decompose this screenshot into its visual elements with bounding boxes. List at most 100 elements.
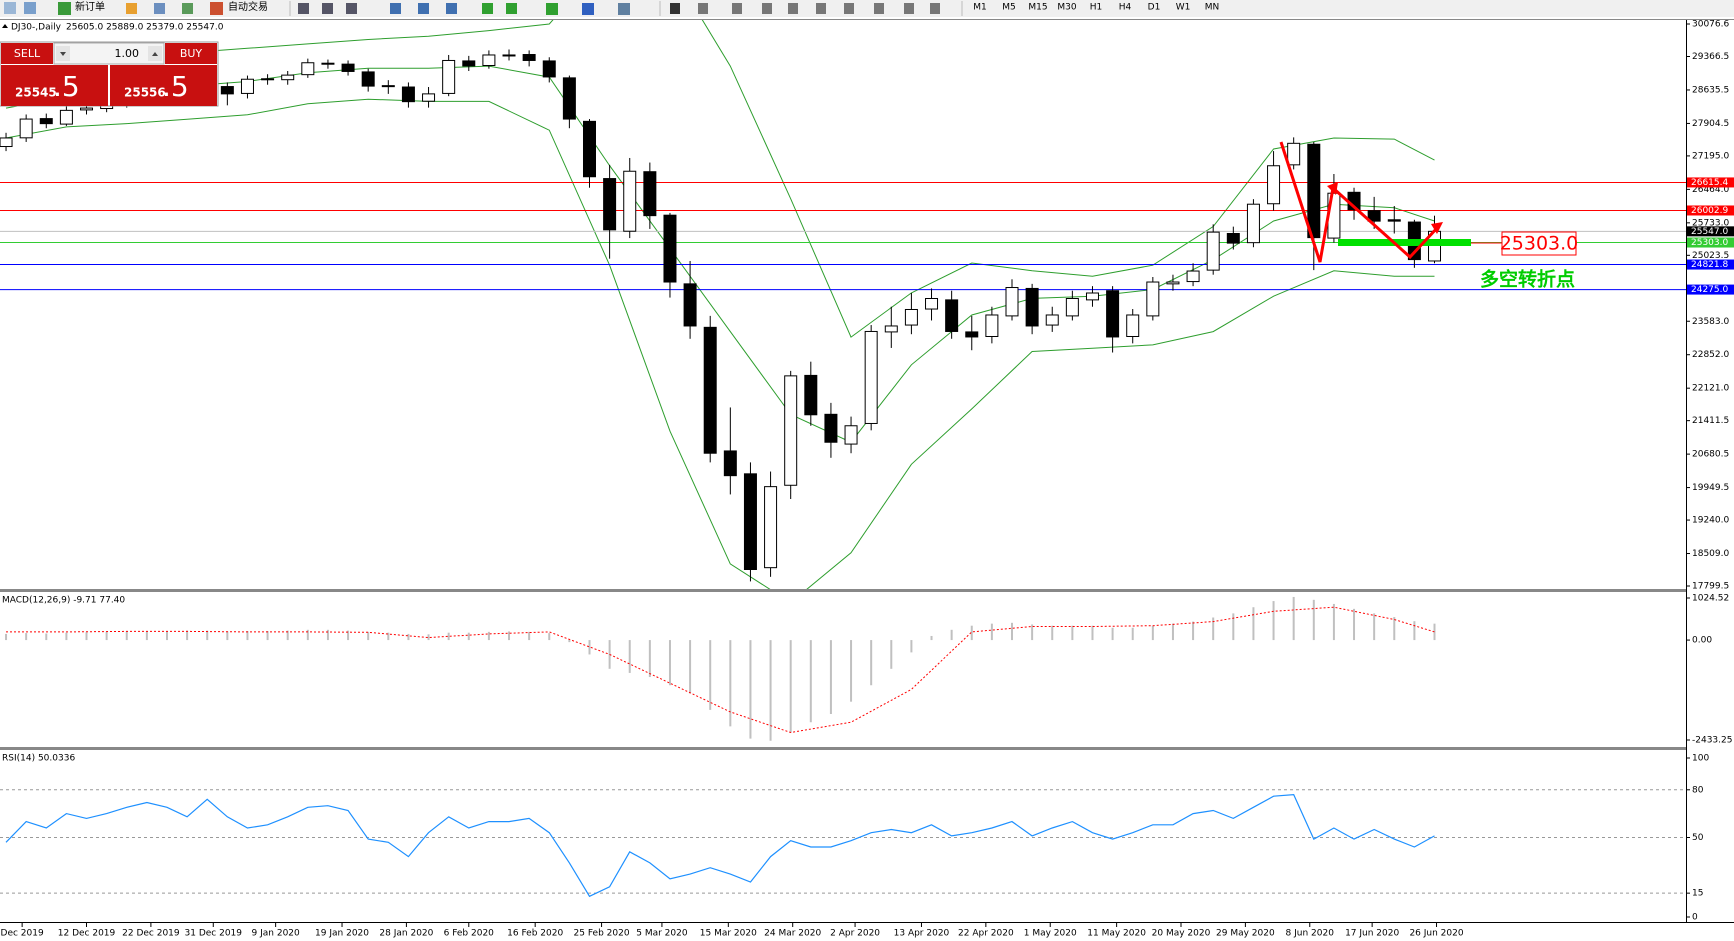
auto-trading[interactable]: 自动交易 bbox=[228, 0, 268, 13]
icon[interactable] bbox=[930, 3, 940, 14]
candle-body bbox=[1005, 287, 1019, 317]
new-order-icon[interactable] bbox=[58, 2, 71, 15]
y-tick-label: 22852.0 bbox=[1692, 350, 1729, 360]
candle-body bbox=[1045, 314, 1059, 326]
icon[interactable] bbox=[698, 3, 708, 14]
buy-price-box[interactable] bbox=[110, 65, 217, 106]
icon[interactable] bbox=[874, 3, 884, 14]
new-order[interactable]: 新订单 bbox=[75, 0, 105, 13]
y-tick-label: 27904.5 bbox=[1692, 119, 1729, 129]
candle-body bbox=[422, 93, 436, 102]
buy-fraction[interactable]: .5 bbox=[162, 70, 189, 103]
candle-body bbox=[59, 109, 73, 125]
x-tick-label: 22 Apr 2020 bbox=[958, 929, 1014, 939]
timeframe[interactable]: D1 bbox=[1148, 3, 1161, 13]
buy-button[interactable] bbox=[165, 43, 217, 64]
x-tick-label: 13 Apr 2020 bbox=[894, 929, 950, 939]
icon[interactable] bbox=[154, 3, 165, 14]
lot-input[interactable] bbox=[53, 42, 165, 65]
level-label-bg bbox=[1687, 205, 1734, 216]
x-tick-label: 12 Dec 2019 bbox=[58, 929, 116, 939]
green-zone[interactable] bbox=[1338, 239, 1471, 246]
icon[interactable] bbox=[182, 3, 193, 14]
trendline[interactable] bbox=[1331, 186, 1440, 260]
icon[interactable] bbox=[732, 3, 742, 14]
icon[interactable] bbox=[670, 3, 680, 14]
icon[interactable] bbox=[418, 3, 429, 14]
annotation-box[interactable] bbox=[1501, 231, 1577, 256]
level-label: 25547.0 bbox=[1691, 227, 1728, 237]
icon[interactable] bbox=[904, 3, 914, 14]
sell-label[interactable]: SELL bbox=[14, 47, 41, 60]
icon[interactable] bbox=[844, 3, 854, 14]
x-tick-label: 26 Jun 2020 bbox=[1409, 929, 1463, 939]
axes: 30076.6 29366.5 28635.5 27904.5 27195.0 26464… bbox=[1, 20, 1734, 939]
arrowhead bbox=[1327, 182, 1338, 195]
icon[interactable] bbox=[298, 3, 309, 14]
x-tick-label: 17 Jun 2020 bbox=[1345, 929, 1399, 939]
x-tick-label: 9 Jan 2020 bbox=[252, 929, 300, 939]
candle-body bbox=[1186, 270, 1200, 283]
candle-body bbox=[884, 325, 898, 333]
candle-body bbox=[301, 62, 315, 76]
buy-label[interactable]: BUY bbox=[180, 47, 203, 60]
icon[interactable] bbox=[816, 3, 826, 14]
candle-body bbox=[925, 298, 939, 310]
level-label-bg bbox=[1687, 284, 1734, 295]
timeframe[interactable]: MN bbox=[1205, 3, 1220, 13]
sell-fraction[interactable]: .5 bbox=[53, 70, 80, 103]
icon[interactable] bbox=[546, 3, 558, 15]
icon[interactable] bbox=[788, 3, 798, 14]
auto-trading-icon[interactable] bbox=[210, 2, 223, 15]
icon[interactable] bbox=[322, 3, 333, 14]
icon[interactable] bbox=[582, 3, 594, 15]
x-tick-label: 1 May 2020 bbox=[1024, 929, 1077, 939]
x-tick-label: 25 Feb 2020 bbox=[574, 929, 630, 939]
x-tick-label: 22 Dec 2019 bbox=[122, 929, 180, 939]
toolbar: 新订单 自动交易 M1 M5 M15 M30 H1 H4 D1 W1 MN bbox=[0, 0, 1734, 17]
x-tick-label: 11 May 2020 bbox=[1087, 929, 1146, 939]
icon[interactable] bbox=[24, 2, 36, 14]
y-tick-label: 100 bbox=[1692, 754, 1709, 764]
timeframe[interactable]: H1 bbox=[1090, 3, 1103, 13]
candle-body bbox=[240, 78, 254, 94]
level-label-bg bbox=[1687, 177, 1734, 188]
timeframe[interactable]: H4 bbox=[1119, 3, 1132, 13]
candle-body bbox=[281, 74, 295, 81]
candle-body bbox=[261, 78, 275, 81]
lot[interactable]: 1.00 bbox=[115, 47, 140, 60]
timeframe[interactable]: M1 bbox=[973, 3, 987, 13]
icon[interactable] bbox=[390, 3, 401, 14]
buy-price[interactable]: 25556 bbox=[124, 86, 166, 100]
bollinger-band bbox=[5, 98, 1435, 589]
timeframe[interactable]: M30 bbox=[1057, 3, 1076, 13]
icon[interactable] bbox=[126, 3, 137, 14]
icon[interactable] bbox=[346, 3, 357, 14]
sell-button[interactable] bbox=[1, 43, 53, 64]
icon[interactable] bbox=[618, 3, 630, 15]
annotation: 多空转折点 bbox=[1480, 268, 1575, 291]
icon[interactable] bbox=[762, 3, 772, 14]
sell-price-box[interactable] bbox=[1, 65, 108, 106]
icon[interactable] bbox=[506, 3, 517, 14]
level-label-bg bbox=[1687, 237, 1734, 248]
sell-price[interactable]: 25545 bbox=[15, 86, 57, 100]
candle-body bbox=[683, 283, 697, 327]
icon[interactable] bbox=[482, 3, 493, 14]
y-tick-label: 19949.5 bbox=[1692, 483, 1729, 493]
candle-body bbox=[462, 60, 476, 67]
timeframe[interactable]: W1 bbox=[1176, 3, 1191, 13]
candle-body bbox=[1126, 314, 1140, 337]
icon[interactable] bbox=[446, 3, 457, 14]
trendline[interactable] bbox=[1279, 141, 1335, 263]
y-tick-label: 27195.0 bbox=[1692, 151, 1729, 161]
timeframe[interactable]: M15 bbox=[1028, 3, 1047, 13]
icon[interactable] bbox=[4, 2, 16, 14]
candle-body bbox=[945, 299, 959, 332]
x-tick-label: 31 Dec 2019 bbox=[185, 929, 243, 939]
y-tick-label: 23583.0 bbox=[1692, 317, 1729, 327]
timeframe[interactable]: M5 bbox=[1002, 3, 1016, 13]
x-tick-label: 5 Mar 2020 bbox=[636, 929, 688, 939]
symbol-marker bbox=[2, 24, 8, 28]
